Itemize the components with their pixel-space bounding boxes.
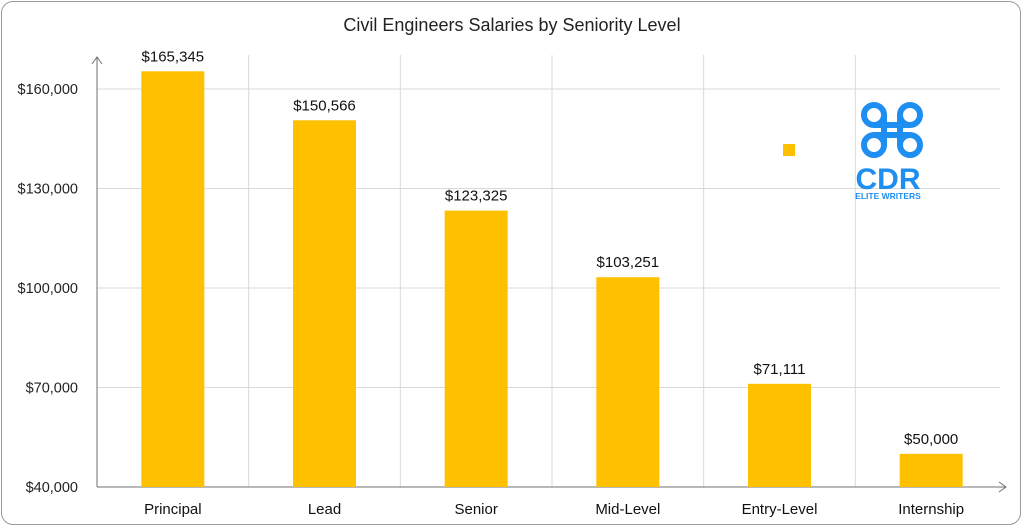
x-tick-label: Internship: [898, 501, 964, 518]
bar: [141, 71, 205, 488]
bar: [899, 453, 963, 487]
logo-subtext: ELITE WRITERS: [855, 191, 921, 201]
data-label: $103,251: [597, 254, 660, 271]
x-tick-label: Principal: [144, 501, 202, 518]
data-label: $71,111: [754, 361, 806, 378]
bar: [444, 210, 508, 488]
y-tick-label: $40,000: [26, 480, 78, 496]
axes: [91, 56, 1007, 493]
data-label: $150,566: [293, 97, 356, 114]
chart-title: Civil Engineers Salaries by Seniority Le…: [343, 15, 680, 35]
y-tick-label: $70,000: [26, 381, 78, 397]
y-tick-label: $160,000: [18, 82, 78, 98]
y-tick-labels: $40,000 $70,000 $100,000 $130,000 $160,000: [18, 82, 78, 496]
gridlines: [97, 55, 1000, 487]
data-label: $165,345: [142, 48, 205, 65]
x-tick-label: Mid-Level: [595, 501, 660, 518]
x-axis-arrow: [998, 481, 1007, 493]
command-key-icon: [861, 102, 923, 158]
y-tick-label: $100,000: [18, 281, 78, 297]
bars: [141, 71, 963, 488]
x-tick-labels: Principal Lead Senior Mid-Level Entry-Level I…: [144, 501, 964, 518]
x-tick-label: Lead: [308, 501, 341, 518]
y-axis-arrow: [91, 56, 103, 65]
y-tick-label: $130,000: [18, 182, 78, 198]
data-label: $123,325: [445, 188, 508, 205]
data-labels: $165,345 $150,566 $123,325 $103,251 $71,111 $…: [142, 48, 959, 448]
x-tick-label: Senior: [454, 501, 497, 518]
x-tick-label: Entry-Level: [742, 501, 818, 518]
data-label: $50,000: [904, 431, 958, 448]
logo-text: CDR: [856, 163, 921, 196]
bar: [748, 383, 811, 487]
bar: [596, 277, 660, 487]
legend-marker: [783, 144, 795, 156]
cdr-logo: CDR ELITE WRITERS: [855, 102, 923, 201]
bar: [293, 120, 356, 488]
